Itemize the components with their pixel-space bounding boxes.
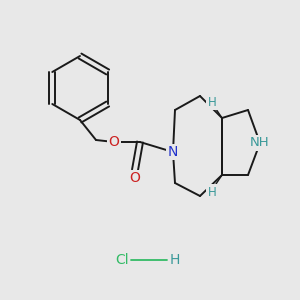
Text: H: H (208, 95, 216, 109)
Text: Cl: Cl (115, 253, 129, 267)
Text: N: N (168, 145, 178, 159)
Text: O: O (109, 135, 119, 149)
Text: NH: NH (250, 136, 270, 149)
Text: H: H (208, 185, 216, 199)
Text: O: O (130, 171, 140, 185)
Text: H: H (170, 253, 180, 267)
